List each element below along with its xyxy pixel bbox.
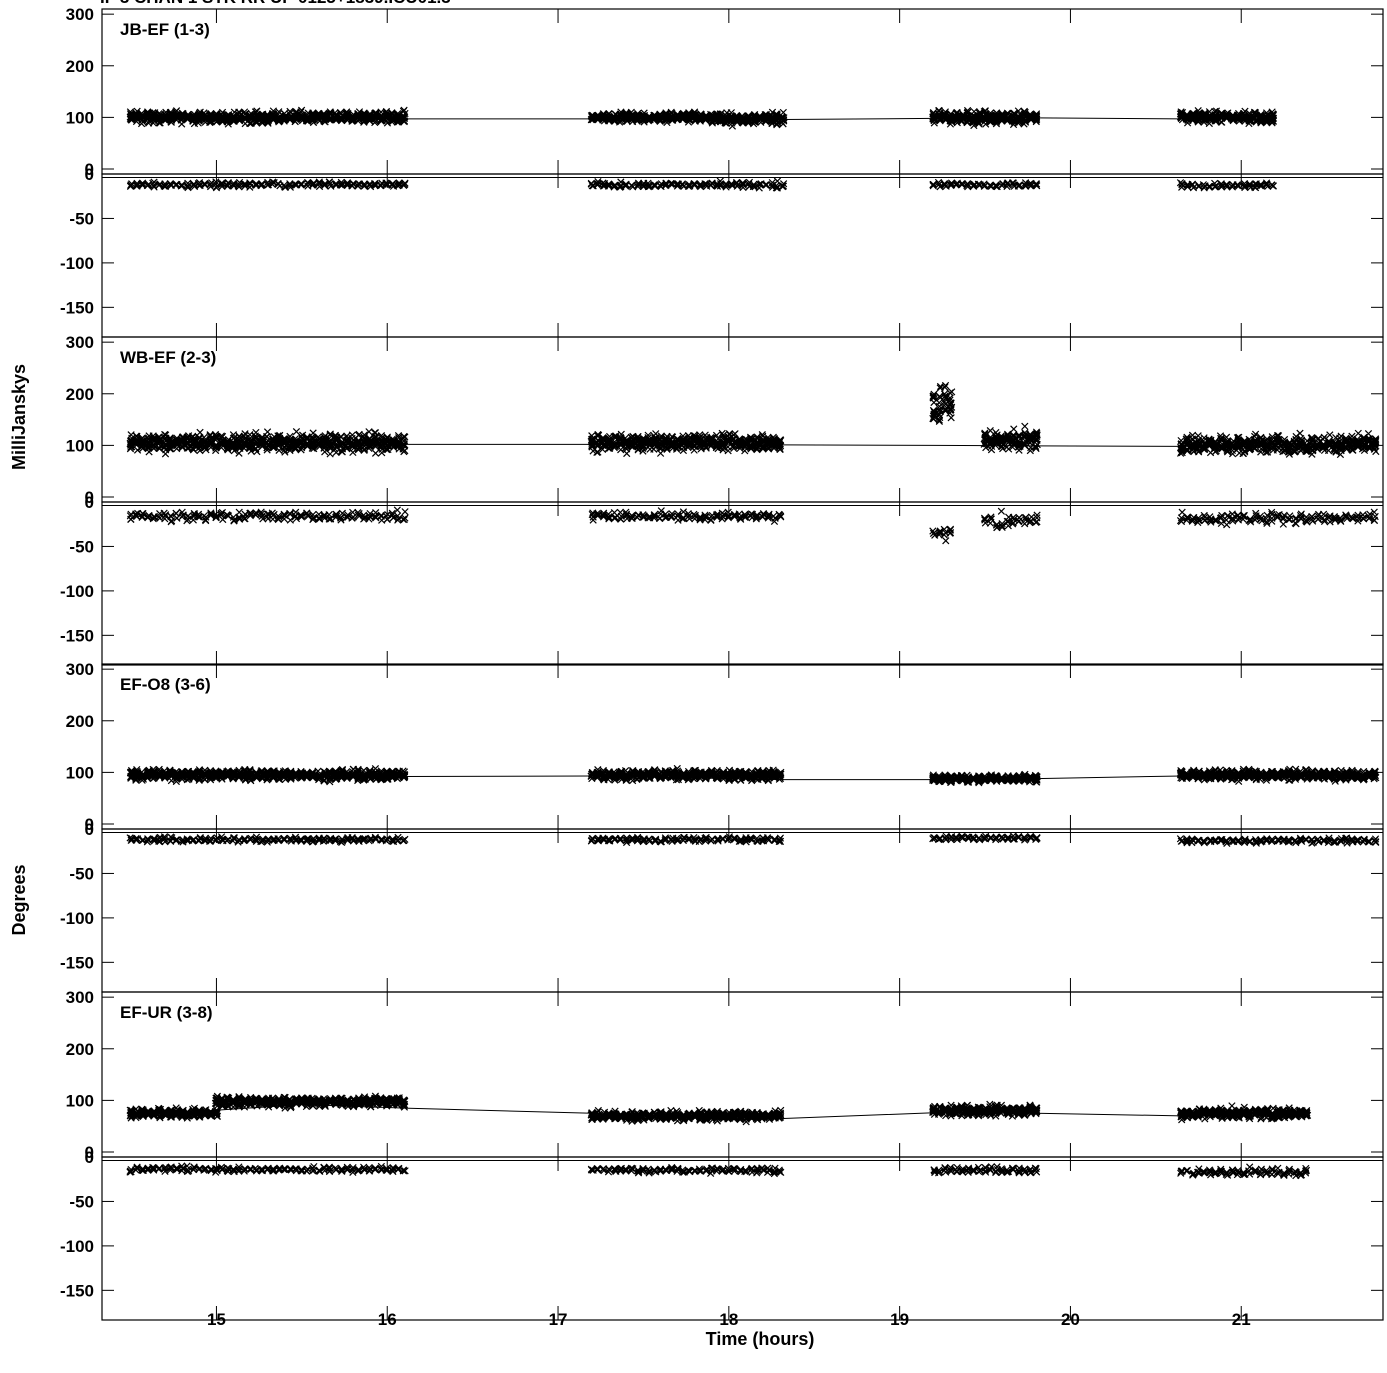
- amplitude-point: [143, 111, 151, 120]
- amp-tick-label: 100: [66, 108, 94, 127]
- phase-point: [126, 182, 135, 190]
- baseline-label: WB-EF (2-3): [120, 348, 216, 367]
- amplitude-point: [1021, 422, 1029, 430]
- amplitude-frame: [101, 8, 1384, 175]
- amplitude-point: [652, 430, 660, 438]
- phase-point: [942, 537, 950, 545]
- phase-tick-label: -100: [60, 254, 94, 273]
- phase-tick-label: -150: [60, 298, 94, 317]
- phase-point: [633, 513, 641, 521]
- amp-tick-label: 0: [85, 160, 94, 179]
- amp-tick-label: 200: [66, 385, 94, 404]
- amplitude-point: [1010, 425, 1018, 433]
- data-points: [126, 381, 1380, 545]
- phase-point: [195, 181, 203, 189]
- phase-point: [611, 514, 619, 522]
- amplitude-point: [947, 414, 955, 422]
- amp-tick-label: 100: [66, 436, 94, 455]
- phase-point: [144, 514, 152, 522]
- phase-tick-label: 0: [85, 493, 94, 512]
- phase-point: [149, 179, 157, 187]
- phase-point: [184, 179, 192, 187]
- plot-title: IF 3 CHAN 1 STK RR UP 0125+1839.ICU01.3: [100, 0, 451, 8]
- phase-point: [161, 182, 169, 191]
- phase-point: [1223, 521, 1231, 529]
- amplitude-point: [218, 108, 227, 116]
- amplitude-point: [177, 116, 185, 124]
- phase-point: [144, 181, 152, 189]
- phase-point: [217, 180, 226, 188]
- phase-frame: [101, 501, 1384, 666]
- baseline-label: EF-O8 (3-6): [120, 675, 211, 694]
- phase-point: [1015, 513, 1023, 522]
- amplitude-point: [132, 111, 140, 120]
- amp-tick-label: 300: [66, 660, 94, 679]
- phase-tick-label: -100: [60, 909, 94, 928]
- amplitude-point: [365, 428, 373, 436]
- phase-tick-label: -50: [69, 209, 94, 228]
- phase-tick-label: -100: [60, 582, 94, 601]
- phase-point: [401, 508, 409, 516]
- phase-point: [997, 507, 1006, 515]
- phase-tick-label: 0: [85, 820, 94, 839]
- phase-point: [166, 180, 175, 188]
- phase-point: [1359, 511, 1367, 519]
- phase-point: [150, 183, 158, 191]
- amp-tick-label: 200: [66, 712, 94, 731]
- phase-point: [224, 178, 232, 187]
- amplitude-point: [371, 449, 380, 457]
- phase-point: [160, 182, 168, 190]
- amp-tick-label: 300: [66, 5, 94, 24]
- amplitude-point: [155, 115, 163, 124]
- phase-tick-label: -150: [60, 626, 94, 645]
- amplitude-frame: [101, 663, 1384, 830]
- phase-tick-label: -50: [69, 864, 94, 883]
- amp-tick-label: 300: [66, 333, 94, 352]
- amplitude-point: [1320, 433, 1328, 441]
- phase-frame: [101, 173, 1384, 338]
- phase-tick-label: -50: [69, 537, 94, 556]
- phase-point: [219, 180, 227, 188]
- phase-tick-label: 0: [85, 165, 94, 184]
- baseline-label: JB-EF (1-3): [120, 20, 210, 39]
- amp-tick-label: 100: [66, 763, 94, 782]
- phase-point: [194, 180, 202, 188]
- amplitude-frame: [101, 336, 1384, 503]
- phase-frame: [101, 828, 1384, 993]
- amplitude-point: [1364, 430, 1373, 438]
- amplitude-point: [1326, 431, 1334, 439]
- amp-tick-label: 200: [66, 57, 94, 76]
- phase-tick-label: -150: [60, 953, 94, 972]
- phase-point: [132, 182, 141, 190]
- data-points: [126, 764, 1380, 847]
- phase-point: [137, 180, 146, 188]
- phase-point: [200, 179, 209, 188]
- phase-point: [212, 178, 220, 186]
